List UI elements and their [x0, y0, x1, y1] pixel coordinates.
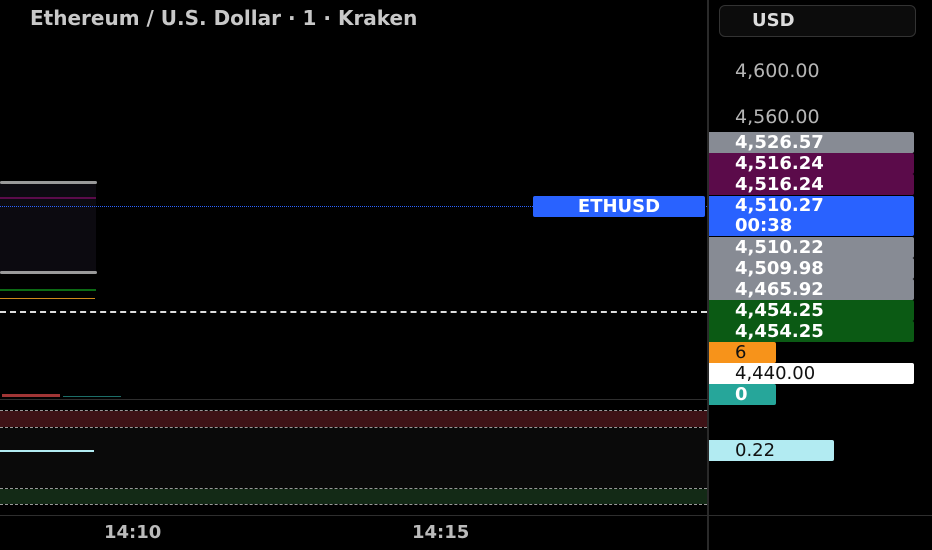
price-label: 4,454.25 [709, 300, 914, 321]
price-label: 4,454.25 [709, 321, 914, 342]
time-axis-separator [0, 515, 932, 516]
price-label: 4,516.24 [709, 174, 914, 195]
green-line [0, 289, 96, 291]
upper-band-line [0, 427, 707, 428]
price-label: 4,510.22 [709, 237, 914, 258]
price-label: 4,526.57 [709, 132, 914, 153]
pane-separator[interactable] [0, 399, 707, 400]
range-top-line [0, 181, 97, 184]
time-tick: 14:15 [412, 522, 470, 543]
price-label: 4,465.92 [709, 279, 914, 300]
price-label: 4,440.00 [709, 363, 914, 384]
volume-bar [63, 396, 121, 397]
price-label: 4,516.24 [709, 153, 914, 174]
indicator-value-label: 0.22 [709, 440, 834, 461]
price-tick: 4,600.00 [735, 60, 820, 82]
count-label: 6 [709, 342, 776, 363]
count-label: 0 [709, 384, 776, 405]
price-axis-divider [707, 0, 709, 550]
oversold-band [0, 489, 707, 504]
volume-bar [2, 394, 60, 397]
lower-band-line [0, 488, 707, 489]
last-price: 4,510.27 [735, 196, 824, 216]
lower-band-line [0, 504, 707, 505]
overbought-band [0, 411, 707, 427]
range-bottom-line [0, 271, 97, 274]
last-price-line [0, 206, 707, 207]
price-tick: 4,560.00 [735, 106, 820, 128]
symbol-label: ETHUSD [533, 196, 705, 217]
upper-band-line [0, 410, 707, 411]
price-label: 4,509.98 [709, 258, 914, 279]
currency-button[interactable]: USD [719, 5, 916, 37]
indicator-background [0, 428, 707, 488]
bar-countdown: 00:38 [735, 215, 793, 236]
last-price-label: 4,510.27 00:38 [709, 196, 914, 236]
chart-title: Ethereum / U.S. Dollar · 1 · Kraken [30, 6, 418, 30]
dashed-level-line [0, 311, 707, 313]
time-tick: 14:10 [104, 522, 162, 543]
indicator-line [0, 450, 94, 452]
orange-line [0, 298, 95, 299]
purple-line [0, 197, 96, 199]
